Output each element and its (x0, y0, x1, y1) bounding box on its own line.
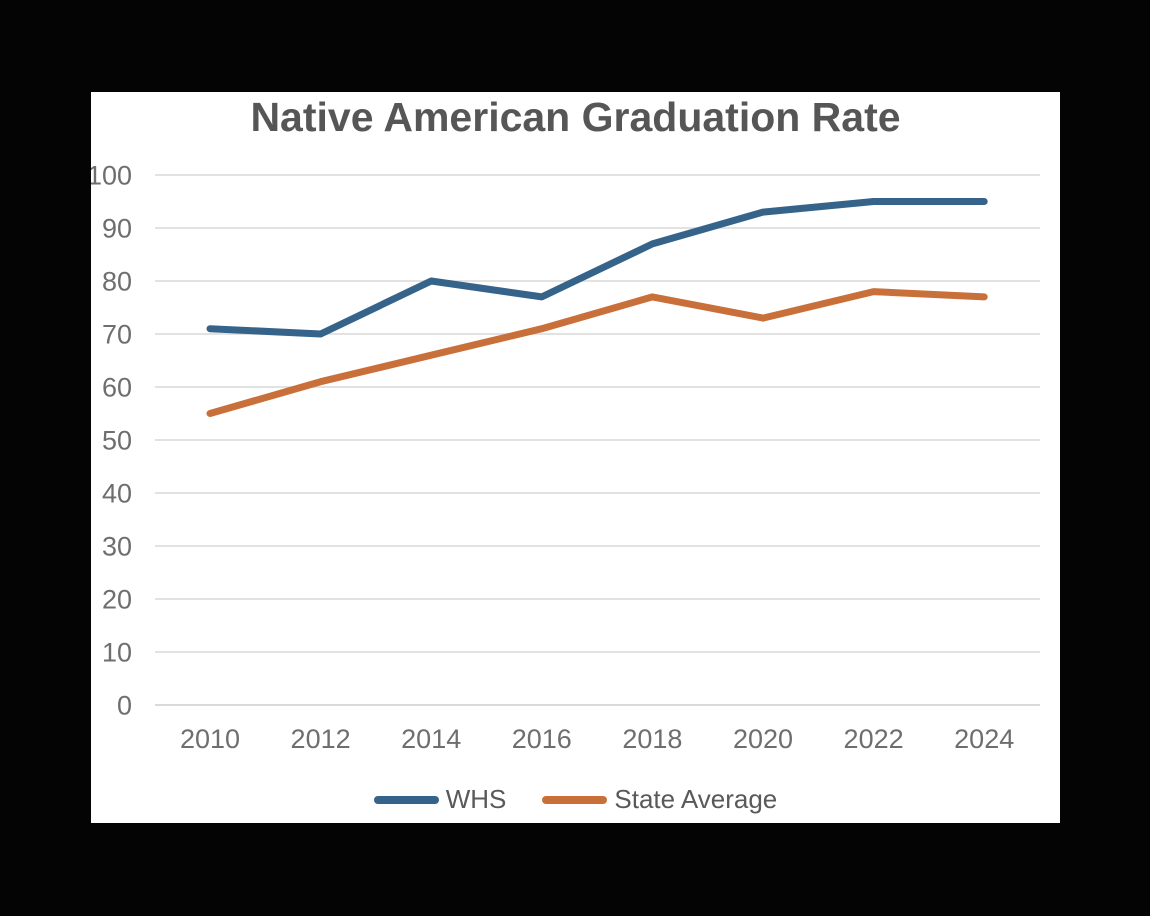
y-tick-label-10: 10 (102, 638, 132, 668)
x-tick-label-2020: 2020 (733, 724, 793, 754)
y-tick-label-40: 40 (102, 479, 132, 509)
x-tick-label-2018: 2018 (622, 724, 682, 754)
x-tick-label-2014: 2014 (401, 724, 461, 754)
whs-line-swatch (373, 795, 439, 804)
y-tick-label-70: 70 (102, 320, 132, 350)
x-tick-label-2022: 2022 (844, 724, 904, 754)
x-tick-label-2010: 2010 (180, 724, 240, 754)
x-tick-label-2012: 2012 (291, 724, 351, 754)
chart-title: Native American Graduation Rate (250, 94, 901, 140)
legend-label-whs: WHS (445, 784, 507, 814)
series-line-state-average (206, 288, 988, 417)
y-tick-label-0: 0 (117, 691, 132, 721)
legend-label-state-average: State Average (614, 784, 778, 814)
legend-item-state-average: State Average (542, 784, 777, 815)
chart-card: Native American Graduation Rate 0 10 20 30 4… (91, 92, 1060, 823)
y-tick-label-30: 30 (102, 532, 132, 562)
chart-legend: WHS State Average (91, 784, 1060, 815)
series-line-whs (206, 198, 988, 338)
y-tick-label-90: 90 (102, 214, 132, 244)
chart-plot-area: 0 10 20 30 40 50 60 70 80 90 100 2010 2012 2014 2016 20… (91, 161, 1040, 754)
state-average-line-swatch (542, 795, 608, 804)
y-tick-label-50: 50 (102, 426, 132, 456)
y-tick-label-60: 60 (102, 373, 132, 403)
x-tick-label-2024: 2024 (954, 724, 1014, 754)
x-tick-label-2016: 2016 (512, 724, 572, 754)
y-tick-label-20: 20 (102, 585, 132, 615)
legend-item-whs: WHS (373, 784, 507, 815)
y-tick-label-80: 80 (102, 267, 132, 297)
y-tick-label-100: 100 (91, 161, 132, 191)
